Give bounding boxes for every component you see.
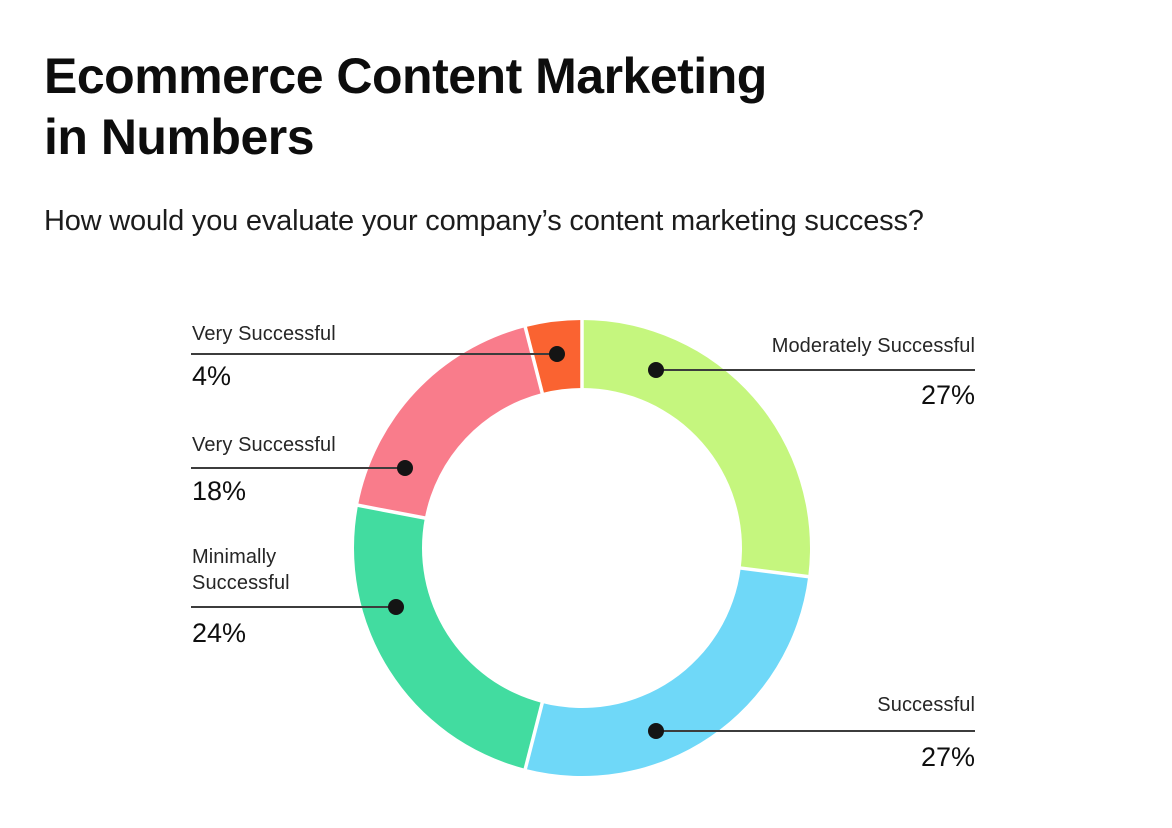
- segment-label: Minimally Successful: [192, 546, 290, 594]
- callout-value-minimally-successful-24: 24%: [192, 617, 246, 649]
- page-title: Ecommerce Content Marketing in Numbers: [44, 46, 767, 168]
- callout-dot-very-successful-18: [397, 460, 413, 476]
- segment-label: Successful: [877, 694, 975, 716]
- segment-label: Very Successful: [192, 434, 336, 456]
- callout-leaders: [191, 353, 975, 732]
- segment-gap-line: [736, 565, 813, 579]
- page-title-line1: Ecommerce Content Marketing: [44, 48, 767, 104]
- callout-label-successful-27: Successful: [877, 692, 975, 718]
- segment-label: Very Successful: [192, 323, 336, 345]
- callout-dot-very-successful-4: [549, 346, 565, 362]
- segment-value: 27%: [920, 380, 975, 410]
- callout-value-moderately-successful-27: 27%: [921, 379, 975, 411]
- segment-value: 18%: [192, 476, 247, 506]
- segment-gap-line: [522, 698, 545, 774]
- donut-segment-moderately-successful-27: [582, 320, 810, 577]
- donut-segments: [353, 316, 813, 777]
- page-title-line2: in Numbers: [44, 109, 315, 165]
- donut-segment-successful-27: [525, 568, 809, 777]
- callout-value-very-successful-4: 4%: [192, 360, 231, 392]
- callout-label-very-successful-18: Very Successful: [192, 432, 336, 458]
- callout-value-successful-27: 27%: [921, 741, 975, 773]
- segment-value: 4%: [192, 361, 232, 391]
- segment-label: Moderately Successful: [771, 335, 975, 357]
- segment-value: 27%: [920, 742, 975, 772]
- callout-dot-minimally-successful-24: [388, 599, 404, 615]
- segment-gap-line: [522, 322, 545, 398]
- donut-segment-very-successful-18: [358, 327, 543, 519]
- callout-dots: [388, 346, 664, 739]
- callout-dot-moderately-successful-27: [648, 362, 664, 378]
- segment-gap-line: [353, 502, 430, 521]
- callout-label-moderately-successful-27: Moderately Successful: [772, 333, 975, 359]
- callout-label-very-successful-4: Very Successful: [192, 321, 336, 347]
- page-subtitle: How would you evaluate your company’s co…: [44, 205, 924, 237]
- segment-value: 24%: [192, 618, 247, 648]
- callout-dot-successful-27: [648, 723, 664, 739]
- callout-label-minimally-successful-24: Minimally Successful: [192, 544, 332, 596]
- callout-value-very-successful-18: 18%: [192, 475, 246, 507]
- donut-segment-minimally-successful-24: [354, 505, 543, 769]
